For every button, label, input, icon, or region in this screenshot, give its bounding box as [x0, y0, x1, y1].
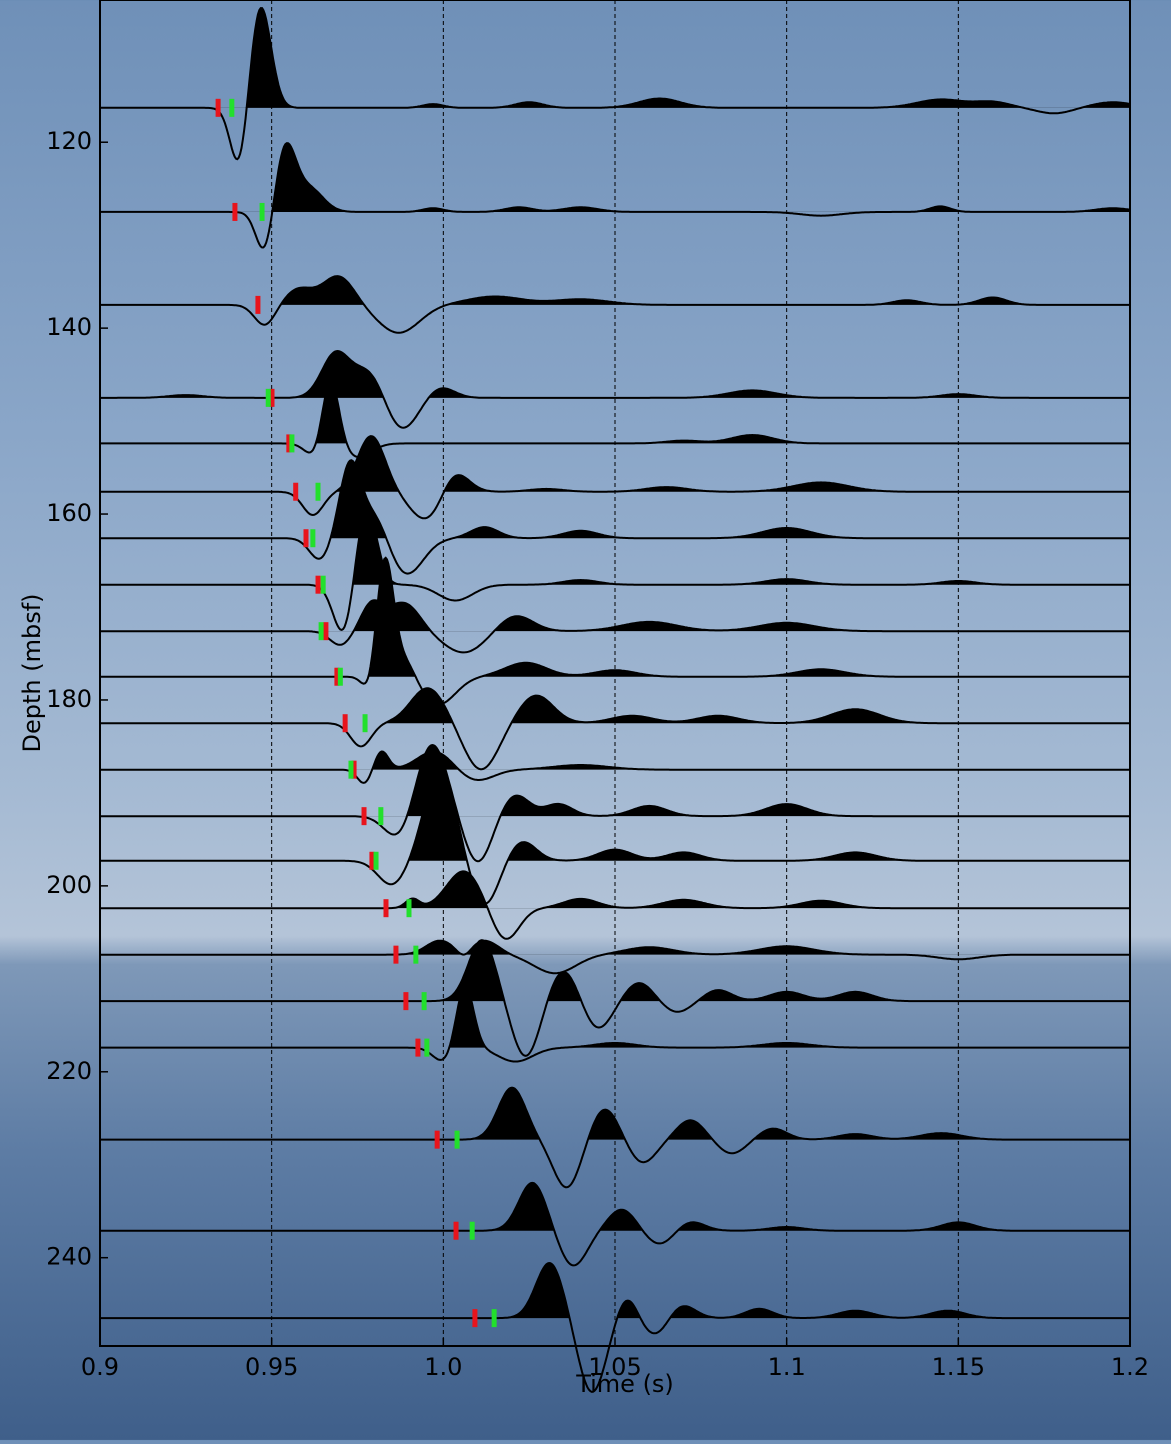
trace-fill	[100, 1182, 1130, 1231]
x-tick-label: 1.2	[1111, 1353, 1149, 1381]
red-pick	[215, 98, 221, 117]
green-pick	[337, 667, 343, 686]
trace-line	[100, 768, 1130, 905]
trace-fill	[100, 276, 1130, 305]
trace-line	[100, 599, 1130, 654]
trace-line	[100, 939, 1130, 975]
red-pick	[403, 992, 409, 1011]
x-tick-label: 1.1	[768, 1353, 806, 1381]
trace-line	[100, 1086, 1130, 1189]
red-pick	[351, 760, 357, 779]
trace-fill	[100, 940, 1130, 1002]
trace-line	[100, 275, 1130, 334]
green-pick	[406, 899, 412, 918]
green-pick	[413, 945, 419, 964]
green-pick	[373, 851, 379, 870]
trace-line	[100, 1181, 1130, 1267]
trace-line	[100, 939, 1130, 1057]
y-axis-label: Depth (mbsf)	[18, 593, 46, 752]
green-pick	[469, 1221, 475, 1240]
x-tick-label: 0.95	[245, 1353, 298, 1381]
y-tick-label: 200	[46, 871, 92, 899]
green-pick	[318, 622, 324, 641]
red-pick	[303, 529, 309, 548]
green-pick	[310, 529, 316, 548]
red-pick	[472, 1309, 478, 1328]
green-pick	[348, 760, 354, 779]
trace-fill	[100, 688, 1130, 724]
green-pick	[265, 388, 271, 407]
trace-line	[100, 508, 1130, 631]
y-tick-label: 120	[46, 127, 92, 155]
trace-line	[100, 380, 1130, 458]
red-pick	[293, 482, 299, 501]
green-pick	[491, 1309, 497, 1328]
red-pick	[434, 1130, 440, 1149]
green-pick	[289, 434, 295, 453]
green-pick	[454, 1130, 460, 1149]
trace-line	[100, 1261, 1130, 1393]
green-pick	[424, 1038, 430, 1057]
green-pick	[378, 807, 384, 826]
trace-fill	[100, 509, 1130, 585]
red-pick	[393, 945, 399, 964]
x-tick-label: 1.0	[424, 1353, 462, 1381]
y-tick-label: 220	[46, 1057, 92, 1085]
red-pick	[361, 807, 367, 826]
green-pick	[259, 202, 265, 221]
y-tick-label: 240	[46, 1243, 92, 1271]
green-pick	[362, 714, 368, 733]
green-pick	[229, 98, 235, 117]
x-tick-label: 1.15	[932, 1353, 985, 1381]
red-pick	[232, 202, 238, 221]
trace-line	[100, 870, 1130, 940]
trace-line	[100, 7, 1131, 161]
red-pick	[255, 295, 261, 314]
trace-line	[100, 687, 1130, 771]
trace-line	[100, 435, 1130, 520]
y-tick-label: 160	[46, 499, 92, 527]
trace-line	[100, 459, 1130, 575]
x-axis-label: Time (s)	[575, 1370, 674, 1398]
red-pick	[323, 622, 329, 641]
red-pick	[453, 1221, 459, 1240]
green-pick	[315, 482, 321, 501]
trace-fill	[100, 1087, 1130, 1140]
trace-line	[100, 743, 1130, 863]
trace-fill	[100, 351, 1130, 398]
green-pick	[421, 992, 427, 1011]
trace-line	[100, 750, 1130, 784]
trace-fill	[100, 460, 1130, 539]
green-pick	[320, 575, 326, 594]
y-tick-label: 180	[46, 685, 92, 713]
trace-line	[100, 984, 1130, 1063]
y-tick-label: 140	[46, 313, 92, 341]
red-pick	[383, 899, 389, 918]
trace-line	[100, 142, 1131, 249]
red-pick	[415, 1038, 421, 1057]
red-pick	[286, 434, 292, 453]
trace-line	[100, 556, 1130, 706]
red-pick	[315, 575, 321, 594]
x-tick-label: 1.05	[588, 1353, 641, 1381]
x-tick-label: 0.9	[81, 1353, 119, 1381]
red-pick	[269, 388, 275, 407]
red-pick	[369, 851, 375, 870]
red-pick	[342, 714, 348, 733]
red-pick	[334, 667, 340, 686]
